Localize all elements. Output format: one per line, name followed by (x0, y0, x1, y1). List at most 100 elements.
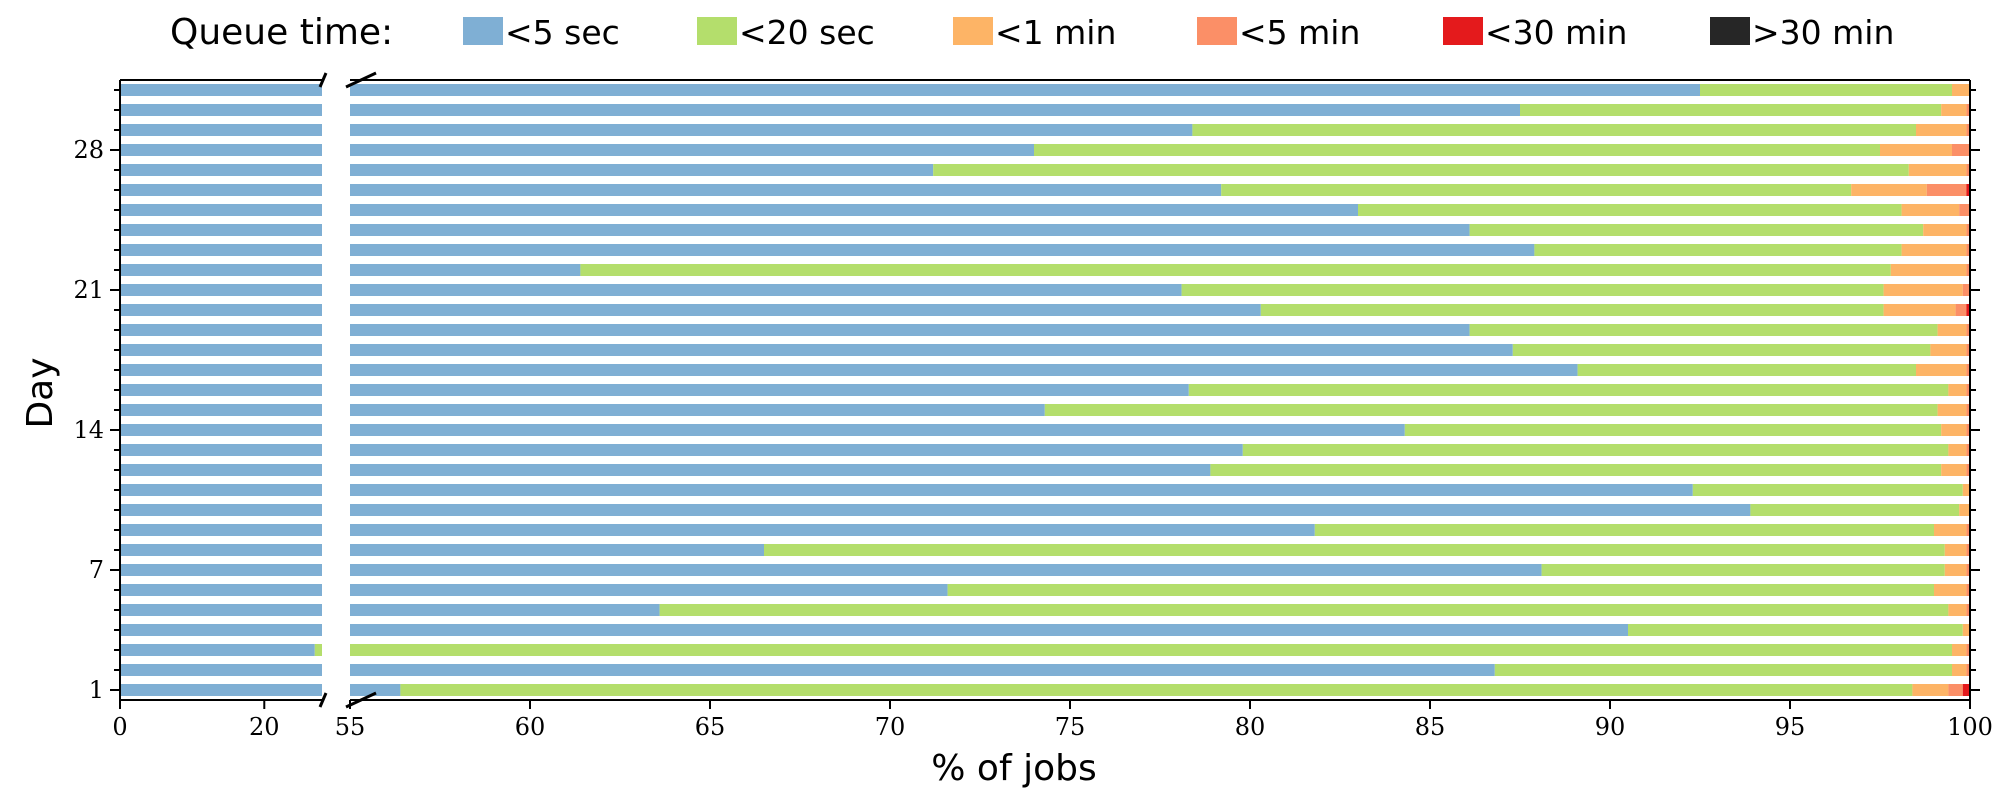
bar-segment (120, 264, 322, 276)
bar-segment (1221, 184, 1852, 196)
legend-title: Queue time: (170, 12, 393, 53)
bar-segment (1966, 664, 1970, 676)
bar-segment (1962, 284, 1970, 296)
axis-break-mark (318, 72, 328, 88)
bar-segment (1260, 304, 1884, 316)
bar-segment (350, 84, 1700, 96)
bar-segment (1044, 404, 1938, 416)
bar-segment (1966, 184, 1970, 196)
bar-segment (933, 164, 1909, 176)
bar-segment (350, 544, 764, 556)
bar-segment (1966, 564, 1970, 576)
bar-segment (120, 284, 322, 296)
bar-segment (120, 84, 322, 96)
bar-segment (350, 264, 581, 276)
x-tick-label: 70 (875, 713, 906, 741)
bar-segment (350, 104, 1520, 116)
bar-segment (350, 664, 1495, 676)
bar-segment (1937, 404, 1967, 416)
bar-segment (1966, 444, 1970, 456)
bar-segment (1966, 524, 1970, 536)
bar-segment (1034, 144, 1880, 156)
legend-label: <30 min (1485, 13, 1627, 52)
y-tick-label: 14 (73, 416, 104, 444)
bar-segment (1966, 104, 1970, 116)
bar-segment (1948, 444, 1967, 456)
bar-segment (120, 164, 322, 176)
bar-segment (1916, 124, 1967, 136)
bar-segment (350, 244, 1535, 256)
x-tick-label: 95 (1775, 713, 1806, 741)
x-tick-label: 55 (335, 713, 366, 741)
bar-segment (1880, 144, 1952, 156)
bar-segment (350, 184, 1222, 196)
x-tick-label: 60 (515, 713, 546, 741)
bar-segment (1955, 304, 1967, 316)
y-axis-label: Day (20, 357, 61, 428)
bar-segment (659, 604, 1949, 616)
bar-segment (1962, 484, 1970, 496)
x-tick-label: 80 (1235, 713, 1266, 741)
bar-segment (1966, 644, 1970, 656)
bar-segment (1966, 364, 1970, 376)
legend-label: <1 min (995, 13, 1116, 52)
bar-segment (1966, 164, 1970, 176)
bar-segment (1926, 184, 1967, 196)
bar-segment (1314, 524, 1934, 536)
bar-segment (1188, 384, 1949, 396)
axis-break-mark (318, 692, 328, 708)
legend-label: <5 sec (505, 13, 620, 52)
bar-segment (120, 304, 322, 316)
bar-segment (120, 424, 322, 436)
bar-segment (120, 464, 322, 476)
bar-segment (350, 384, 1189, 396)
bar-segment (120, 104, 322, 116)
bar-segment (1966, 304, 1970, 316)
bar-segment (1966, 324, 1970, 336)
bar-segment (350, 584, 948, 596)
bar-segment (350, 624, 1628, 636)
bar-segment (1916, 364, 1967, 376)
bar-segment (947, 584, 1934, 596)
bar-segment (1912, 684, 1949, 696)
bar-segment (1469, 324, 1938, 336)
bar-segment (350, 484, 1693, 496)
bar-segment (764, 544, 1945, 556)
bar-segment (1692, 484, 1963, 496)
bar-segment (350, 684, 401, 696)
bar-segment (1966, 244, 1970, 256)
bar-segment (1966, 604, 1970, 616)
bar-segment (1944, 564, 1967, 576)
bar-segment (1883, 304, 1956, 316)
bar-segment (1966, 544, 1970, 556)
bar-segment (1966, 464, 1970, 476)
bar-segment (1890, 264, 1967, 276)
bar-segment (1192, 124, 1916, 136)
bar-segment (1959, 204, 1970, 216)
x-axis-label: % of jobs (931, 748, 1096, 789)
legend-item: <5 sec (463, 13, 620, 52)
bar-segment (1966, 404, 1970, 416)
bar-segment (120, 204, 322, 216)
bar-segment (120, 544, 322, 556)
bar-segment (350, 224, 1470, 236)
bar-segment (1577, 364, 1916, 376)
bar-segment (1534, 244, 1902, 256)
legend-label: <5 min (1239, 13, 1360, 52)
x-tick-label: 0 (112, 713, 127, 741)
bar-segment (1941, 464, 1967, 476)
bar-segment (120, 624, 322, 636)
bar-segment (1181, 284, 1884, 296)
bar-segment (1937, 324, 1967, 336)
bar-segment (120, 324, 322, 336)
axis-break-mark (345, 71, 377, 89)
legend: Queue time: <5 sec <20 sec <1 min <5 min <30… (170, 12, 1894, 53)
bar-segment (120, 484, 322, 496)
bar-segment (120, 384, 322, 396)
axes: 1 7 14 21 28 0 20 55 60 65 70 75 80 85 90 95 100 (73, 71, 1993, 741)
bar-segment (350, 324, 1470, 336)
bar-segment (1750, 504, 1960, 516)
bar-segment (120, 524, 322, 536)
bar-segment (1520, 104, 1942, 116)
